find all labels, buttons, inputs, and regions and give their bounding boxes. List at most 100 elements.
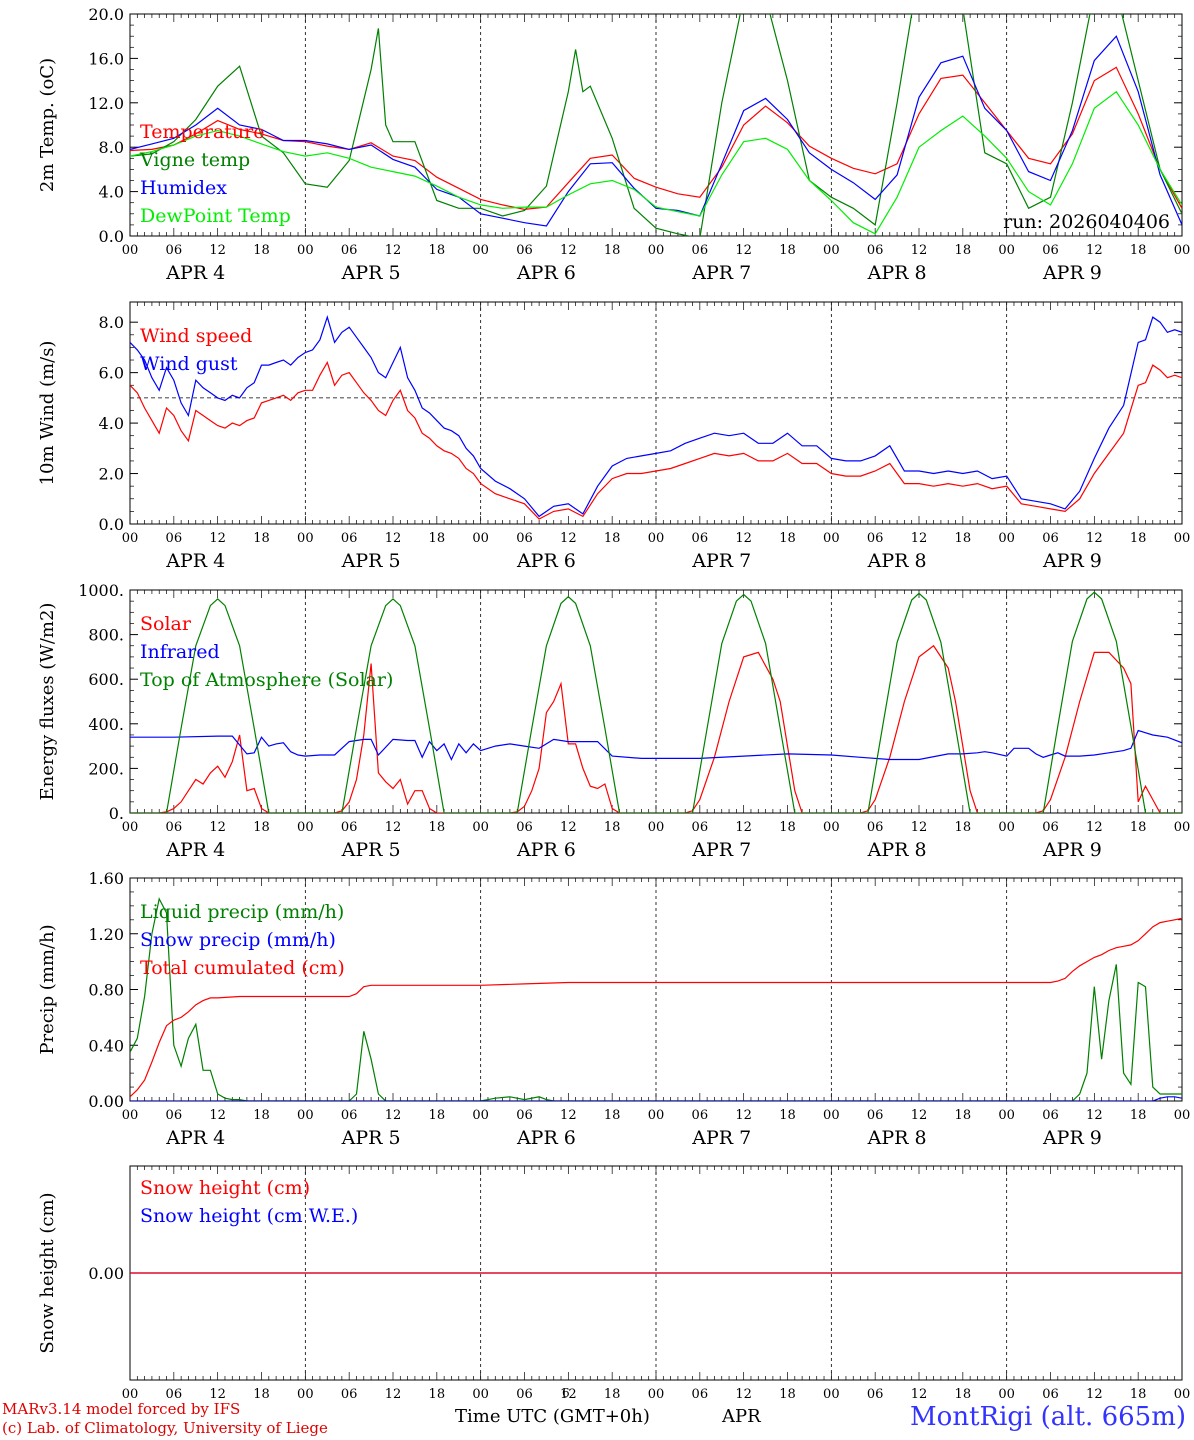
day-label: APR 7 xyxy=(691,550,751,572)
hour-tick-label: 06 xyxy=(692,243,709,258)
hour-tick-label: 18 xyxy=(955,1108,972,1123)
hour-tick-label: 18 xyxy=(253,531,270,546)
hour-tick-label: 06 xyxy=(516,1108,533,1123)
day-label: APR 6 xyxy=(516,262,576,284)
hour-tick-label: 00 xyxy=(122,1108,139,1123)
hour-tick-label: 18 xyxy=(1130,1387,1147,1400)
hour-tick-label: 12 xyxy=(911,243,928,258)
station-title: MontRigi (alt. 665m) xyxy=(910,1402,1186,1432)
day-label: APR 8 xyxy=(867,1127,927,1149)
hour-tick-label: 18 xyxy=(1130,820,1147,835)
y-tick-label: 0. xyxy=(109,804,124,823)
hour-tick-label: 00 xyxy=(122,531,139,546)
y-axis-label: Precip (mm/h) xyxy=(37,924,58,1054)
hour-tick-label: 12 xyxy=(385,1387,402,1400)
hour-tick-label: 12 xyxy=(560,531,577,546)
hour-tick-label: 18 xyxy=(604,243,621,258)
hour-tick-label: 12 xyxy=(209,531,226,546)
model-credit: MARv3.14 model forced by IFS xyxy=(2,1400,241,1418)
hour-tick-label: 00 xyxy=(297,531,314,546)
hour-tick-label: 18 xyxy=(1130,1108,1147,1123)
hour-tick-label: 06 xyxy=(341,1108,358,1123)
hour-tick-label: 00 xyxy=(472,1108,489,1123)
day-label: APR 5 xyxy=(341,262,401,284)
hour-tick-label: 00 xyxy=(472,243,489,258)
day-label: APR 6 xyxy=(516,1127,576,1149)
plot-frame xyxy=(129,589,1183,814)
meteogram: 00 06 12 18 00 06 12 18 00 06 12 18 00 06 12 18 00 06 12 18… xyxy=(37,5,1191,1400)
day-label: APR 5 xyxy=(341,550,401,572)
hour-tick-label: 00 xyxy=(122,1387,139,1400)
y-tick-label: 200. xyxy=(88,759,124,778)
day-label: APR 8 xyxy=(867,550,927,572)
hour-tick-label: 18 xyxy=(604,1387,621,1400)
day-label: APR 5 xyxy=(341,1127,401,1149)
hour-tick-label: 12 xyxy=(209,1387,226,1400)
hour-tick-label: 00 xyxy=(1174,1108,1191,1123)
y-tick-label: 8.0 xyxy=(99,313,124,332)
hour-tick-label: 12 xyxy=(385,820,402,835)
hour-tick-label: 18 xyxy=(429,243,446,258)
hour-tick-label: 18 xyxy=(779,1108,796,1123)
hour-tick-label: 12 xyxy=(735,1387,752,1400)
hour-tick-label: 18 xyxy=(779,1387,796,1400)
y-tick-label: 4.0 xyxy=(99,414,124,433)
hour-tick-label: 00 xyxy=(472,1387,489,1400)
hour-tick-label: 06 xyxy=(867,243,884,258)
series-line-liquid-precip-mm-h xyxy=(130,897,1182,1101)
day-label: APR 9 xyxy=(1042,1127,1102,1149)
series-group xyxy=(130,591,1182,813)
legend-entry: Wind speed xyxy=(140,325,252,347)
hour-tick-label: 06 xyxy=(1042,1387,1059,1400)
hour-tick-label: 06 xyxy=(1042,243,1059,258)
day-label: APR 4 xyxy=(165,262,225,284)
hour-tick-label: 06 xyxy=(341,1387,358,1400)
hour-tick-label: 06 xyxy=(1042,820,1059,835)
hour-tick-label: 12 xyxy=(1086,820,1103,835)
y-tick-label: 20.0 xyxy=(88,5,124,24)
y-tick-label: 12.0 xyxy=(88,94,124,113)
hour-tick-label: 12 xyxy=(911,1387,928,1400)
series-line-top-of-atmosphere-solar xyxy=(130,591,1182,813)
day-label: APR 8 xyxy=(867,262,927,284)
y-tick-label: 400. xyxy=(88,715,124,734)
panel-temperature: 00 06 12 18 00 06 12 18 00 06 12 18 00 06 12 18 00 06 12 18… xyxy=(37,5,1191,284)
hour-tick-label: 18 xyxy=(429,820,446,835)
hour-tick-label: 00 xyxy=(1174,531,1191,546)
hour-tick-label: 00 xyxy=(1174,1387,1191,1400)
hour-tick-label: 00 xyxy=(998,531,1015,546)
hour-tick-label: 00 xyxy=(1174,243,1191,258)
hour-tick-label: 06 xyxy=(692,820,709,835)
y-tick-label: 6.0 xyxy=(99,364,124,383)
y-tick-label: 0.0 xyxy=(99,515,124,534)
hour-tick-label: 18 xyxy=(253,1108,270,1123)
legend-entry: Solar xyxy=(140,613,192,635)
hour-tick-label: 12 xyxy=(911,820,928,835)
day-label: APR 4 xyxy=(165,550,225,572)
y-tick-label: 1000. xyxy=(78,581,124,600)
y-tick-label: 1.60 xyxy=(88,869,124,888)
hour-tick-label: 00 xyxy=(648,531,665,546)
hour-tick-label: 12 xyxy=(911,531,928,546)
day-label: APR 7 xyxy=(691,839,751,861)
day-label: APR 9 xyxy=(1042,550,1102,572)
hour-tick-label: 06 xyxy=(867,1108,884,1123)
legend-entry: Snow precip (mm/h) xyxy=(140,929,336,951)
hour-tick-label: 00 xyxy=(648,243,665,258)
day-label: APR 7 xyxy=(691,1127,751,1149)
hour-tick-label: 18 xyxy=(955,820,972,835)
hour-tick-label: 18 xyxy=(429,1387,446,1400)
x-axis-label: Time UTC (GMT+0h) xyxy=(455,1406,650,1427)
hour-tick-label: 00 xyxy=(998,243,1015,258)
hour-tick-label: 18 xyxy=(955,1387,972,1400)
hour-tick-label: 18 xyxy=(253,820,270,835)
series-group xyxy=(130,897,1182,1101)
hour-tick-label: 12 xyxy=(560,243,577,258)
y-tick-label: 2.0 xyxy=(99,465,124,484)
hour-tick-label: 00 xyxy=(998,820,1015,835)
hour-tick-label: 12 xyxy=(735,820,752,835)
hour-tick-label: 18 xyxy=(1130,531,1147,546)
hour-tick-label: 12 xyxy=(1086,1387,1103,1400)
hour-tick-label: 12 xyxy=(560,820,577,835)
lab-credit: (c) Lab. of Climatology, University of L… xyxy=(2,1419,328,1437)
